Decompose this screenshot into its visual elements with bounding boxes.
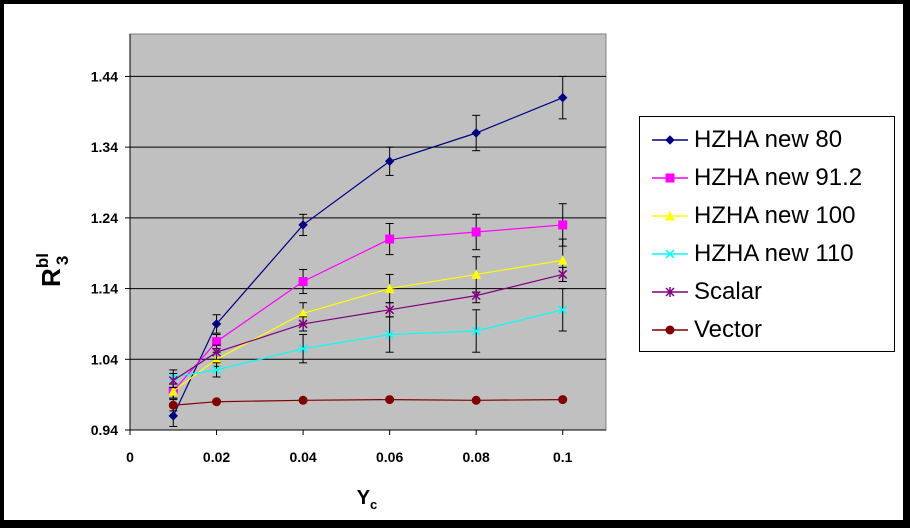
legend-swatch-marker xyxy=(665,135,675,145)
series-line-2 xyxy=(172,259,563,392)
data-point-4-5 xyxy=(558,269,568,280)
y-tick-label-1: 1.04 xyxy=(91,351,118,367)
y-tick-label-4: 1.34 xyxy=(91,139,118,155)
series-line-4 xyxy=(172,273,563,382)
data-point-0-3 xyxy=(384,156,395,166)
chart-svg: 0.94 1.04 1.14 1.24 1.34 1.44 0 0.02 0.04 0.06 0.0… xyxy=(33,33,607,512)
data-point-1-2 xyxy=(298,277,308,286)
series-5 xyxy=(168,395,568,412)
data-point-1-1 xyxy=(212,337,222,347)
legend-swatch-marker xyxy=(665,325,675,335)
legend-item: Vector xyxy=(650,313,890,349)
legend-item: Scalar xyxy=(650,275,890,311)
data-point-4-1 xyxy=(212,347,222,358)
legend-swatch xyxy=(652,135,688,145)
data-point-5-4 xyxy=(471,395,481,405)
data-point-5-3 xyxy=(385,395,395,405)
legend-item: HZHA new 110 xyxy=(650,237,890,273)
legend-label: Scalar xyxy=(694,278,763,305)
legend-swatch xyxy=(652,325,688,335)
grid-lines xyxy=(130,75,606,360)
x-tick-label-0: 0 xyxy=(126,449,134,465)
x-tick-label-1: 0.02 xyxy=(203,449,230,465)
data-point-5-1 xyxy=(212,397,222,407)
data-point-5-2 xyxy=(298,395,308,405)
legend-swatch-marker xyxy=(665,287,675,297)
legend-swatch-marker xyxy=(665,173,675,183)
data-point-4-3 xyxy=(385,304,395,315)
y-axis-title-sub: 3 xyxy=(53,256,72,265)
legend-swatch-marker xyxy=(665,249,675,259)
y-tick-label-5: 1.44 xyxy=(91,68,118,84)
legend-swatch xyxy=(652,210,688,221)
data-point-3-4 xyxy=(471,326,481,336)
axes xyxy=(125,34,606,435)
data-point-3-2 xyxy=(298,344,308,354)
series-2 xyxy=(168,238,568,399)
series-line-3 xyxy=(173,309,563,378)
chart-area: 0.94 1.04 1.14 1.24 1.34 1.44 0 0.02 0.04 0.06 0.0… xyxy=(4,4,903,520)
data-point-0-0 xyxy=(168,411,178,421)
x-axis-title: Yc xyxy=(357,487,378,512)
data-point-2-3 xyxy=(384,283,395,294)
y-tick-label-3: 1.24 xyxy=(91,210,118,226)
legend-swatch xyxy=(652,249,688,259)
tick-labels: 0.94 1.04 1.14 1.24 1.34 1.44 0 0.02 0.04 0.06 0.0… xyxy=(91,68,573,465)
x-tick-label-2: 0.04 xyxy=(289,449,316,465)
y-axis-title: Rbl3 xyxy=(33,253,72,287)
x-axis-title-main: Y xyxy=(357,487,371,509)
legend-item: HZHA new 100 xyxy=(650,199,890,235)
data-point-4-0 xyxy=(168,375,178,386)
series-layer xyxy=(168,75,568,427)
data-point-5-5 xyxy=(558,395,568,405)
data-point-1-3 xyxy=(385,234,395,244)
data-point-5-0 xyxy=(168,400,178,410)
series-line-0 xyxy=(172,97,563,417)
data-point-4-4 xyxy=(471,290,481,301)
legend-swatch xyxy=(652,287,688,297)
legend-item: HZHA new 91.2 xyxy=(650,161,890,197)
x-tick-label-4: 0.08 xyxy=(463,449,490,465)
y-axis-title-sup: bl xyxy=(33,253,52,268)
legend-label: HZHA new 110 xyxy=(694,240,854,267)
legend-label: Vector xyxy=(694,316,763,343)
legend-item: HZHA new 80 xyxy=(650,123,890,159)
legend-swatch-marker xyxy=(665,210,675,221)
series-0 xyxy=(168,75,568,427)
x-tick-label-5: 0.1 xyxy=(553,449,573,465)
y-axis-title-main: R xyxy=(36,268,66,287)
data-point-0-5 xyxy=(558,92,568,103)
data-point-0-1 xyxy=(211,319,222,329)
x-axis-title-sub: c xyxy=(370,497,377,512)
legend: HZHA new 80 HZHA new 91.2 HZHA new 100 HZHA… xyxy=(639,116,895,352)
series-4 xyxy=(168,266,568,389)
y-tick-label-0: 0.94 xyxy=(91,422,118,438)
data-point-4-2 xyxy=(298,318,308,329)
legend-label: HZHA new 80 xyxy=(694,126,843,153)
legend-swatch xyxy=(652,173,688,183)
data-point-0-2 xyxy=(298,220,308,230)
data-point-2-0 xyxy=(168,385,179,396)
x-tick-label-3: 0.06 xyxy=(376,449,403,465)
data-point-2-5 xyxy=(557,255,568,265)
y-tick-label-2: 1.14 xyxy=(91,281,118,297)
data-point-1-5 xyxy=(558,220,568,230)
series-line-1 xyxy=(172,224,563,392)
data-point-3-3 xyxy=(385,330,395,340)
data-point-3-5 xyxy=(558,305,568,315)
legend-label: HZHA new 100 xyxy=(694,202,856,229)
data-point-0-4 xyxy=(471,128,481,138)
svg-text:Rbl3: Rbl3 xyxy=(33,253,72,287)
data-point-3-1 xyxy=(212,365,222,375)
legend-label: HZHA new 91.2 xyxy=(694,164,863,191)
data-point-1-4 xyxy=(471,227,481,237)
data-point-2-4 xyxy=(471,269,481,279)
series-line-5 xyxy=(173,398,563,406)
